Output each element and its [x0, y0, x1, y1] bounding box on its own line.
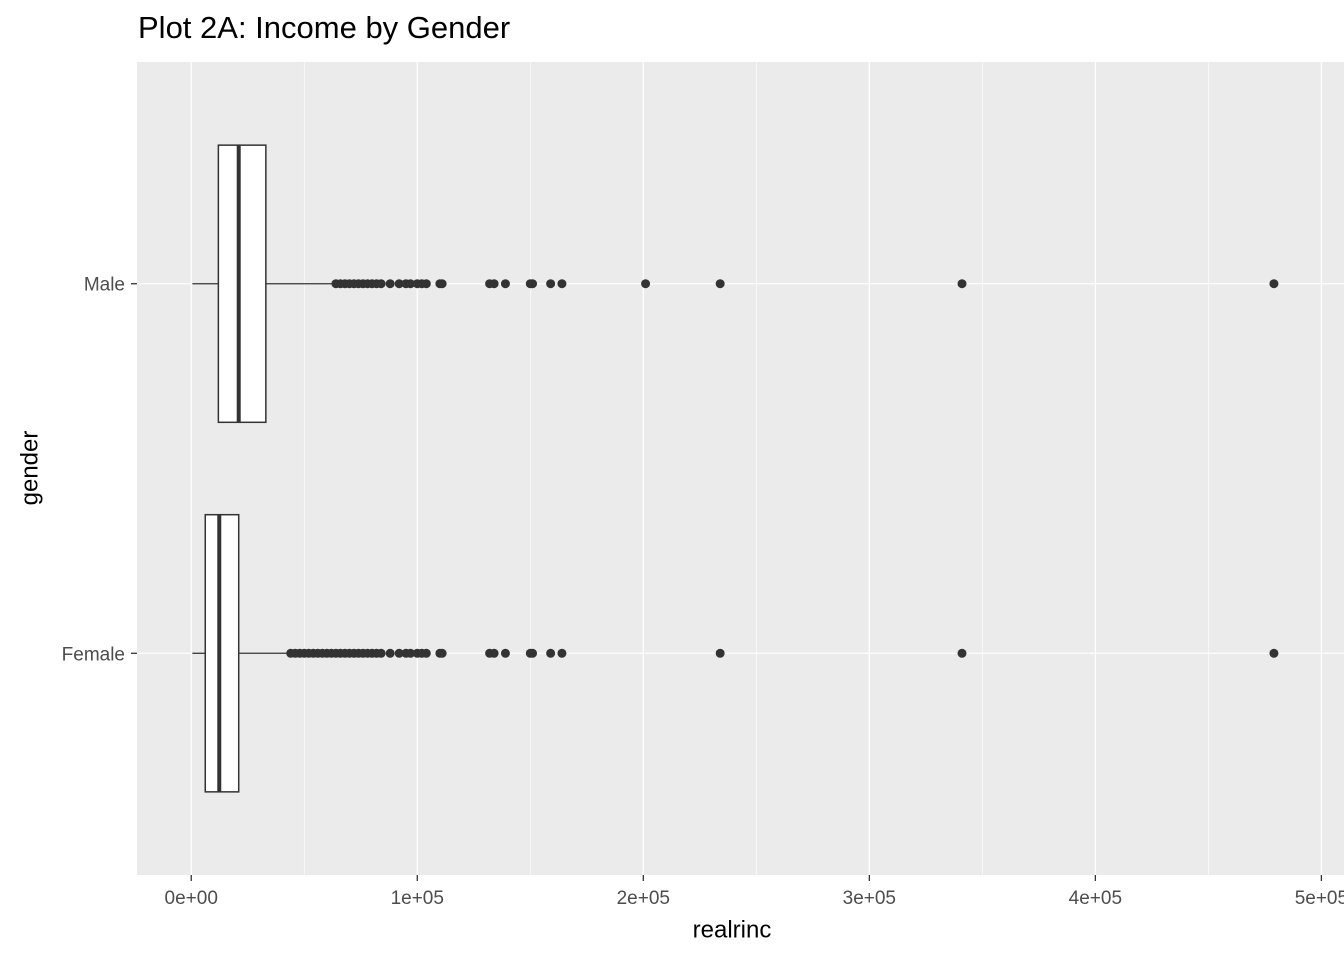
y-tick-label: Male — [84, 275, 125, 296]
x-tick-label: 1e+05 — [391, 888, 444, 909]
outlier — [405, 279, 415, 289]
outlier — [421, 648, 431, 658]
panel — [137, 62, 1344, 875]
outlier — [715, 648, 725, 658]
outlier — [385, 648, 395, 658]
outlier — [376, 648, 386, 658]
outlier — [489, 648, 499, 658]
outlier — [394, 648, 404, 658]
x-tick-label: 3e+05 — [843, 888, 896, 909]
outlier — [715, 279, 725, 289]
chart-title: Plot 2A: Income by Gender — [138, 10, 510, 45]
x-axis-label: realrinc — [693, 916, 772, 943]
outlier — [500, 648, 510, 658]
x-tick-label: 0e+00 — [165, 888, 218, 909]
outlier — [385, 279, 395, 289]
outlier — [1269, 279, 1279, 289]
outlier — [421, 279, 431, 289]
box — [204, 513, 240, 793]
outlier — [528, 279, 538, 289]
outlier — [437, 279, 447, 289]
outlier — [546, 648, 556, 658]
x-tick-label: 2e+05 — [617, 888, 670, 909]
outlier — [1269, 648, 1279, 658]
outlier — [489, 279, 499, 289]
outlier — [500, 279, 510, 289]
outlier — [957, 279, 967, 289]
outlier — [376, 279, 386, 289]
x-tick-label: 4e+05 — [1069, 888, 1122, 909]
outlier — [394, 279, 404, 289]
y-tick-label: Female — [62, 644, 125, 665]
outlier — [546, 279, 556, 289]
box — [217, 144, 267, 424]
outlier — [557, 648, 567, 658]
x-tick-label: 5e+05 — [1295, 888, 1344, 909]
outlier — [957, 648, 967, 658]
outlier — [528, 648, 538, 658]
outlier — [557, 279, 567, 289]
outlier — [405, 648, 415, 658]
outlier — [641, 279, 651, 289]
y-axis-label: gender — [16, 431, 43, 506]
outlier — [437, 648, 447, 658]
